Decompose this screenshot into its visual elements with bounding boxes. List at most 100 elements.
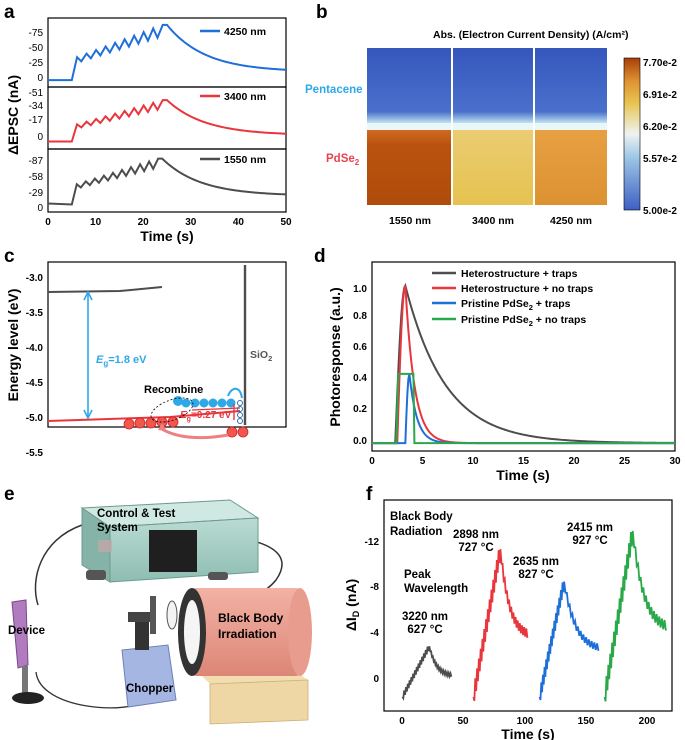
b-divider <box>533 48 535 205</box>
a-xtick: 30 <box>185 217 197 228</box>
f-ann-temp: 827 °C <box>518 569 553 581</box>
c-gap-arrowheads <box>83 290 93 420</box>
f-series-727 <box>472 549 529 702</box>
d-xtick: 20 <box>568 456 580 467</box>
c-hole-arrow <box>159 426 229 440</box>
electron <box>190 398 200 408</box>
panel-a-label: a <box>4 2 15 23</box>
f-ann-wl: 3220 nm <box>402 611 448 623</box>
e-control-label2: System <box>97 522 138 534</box>
hole <box>226 426 238 438</box>
e-device-body <box>11 599 29 669</box>
f-frame <box>383 499 673 712</box>
e-control-indicator <box>98 540 112 552</box>
d-legend-label: Pristine PdSe2 + no traps <box>461 314 586 328</box>
panel-e-label: e <box>4 484 15 505</box>
b-col-1550: 1550 nm <box>389 215 431 227</box>
e-control-display <box>149 530 197 572</box>
c-pdse2-cb <box>191 407 241 411</box>
panel-c-label: c <box>4 246 15 267</box>
e-device-label: Device <box>8 625 45 637</box>
b-cbar-tick: 5.57e-2 <box>643 154 677 165</box>
c-eg1: Eg=1.8 eV <box>96 354 147 368</box>
c-ytick: -3.5 <box>26 308 44 319</box>
e-stand <box>209 679 309 725</box>
electron <box>181 398 191 408</box>
f-xtick: 0 <box>399 716 405 727</box>
e-cylinder-aperture <box>184 600 200 664</box>
c-recombine: Recombine <box>144 384 203 396</box>
electron <box>226 398 236 408</box>
d-legend-label: Heterostructure + no traps <box>461 283 593 295</box>
f-ytick: 0 <box>373 674 379 685</box>
electron <box>173 396 183 406</box>
c-electrons <box>173 396 236 408</box>
electron <box>208 398 218 408</box>
f-ytick: -8 <box>370 582 379 593</box>
d-xtick: 30 <box>669 456 681 467</box>
d-legend: Heterostructure + traps Heterostructure … <box>432 268 593 328</box>
legend-3400-label: 3400 nm <box>224 91 266 103</box>
b-interface <box>367 123 607 130</box>
d-legend-label: Heterostructure + traps <box>461 268 578 280</box>
a-ytick: -29 <box>29 188 44 199</box>
b-divider <box>451 48 453 205</box>
hole <box>145 417 157 429</box>
e-control-label1: Control & Test <box>97 508 176 520</box>
e-chopper-label: Chopper <box>126 683 174 695</box>
c-hole-arrowhead <box>158 423 167 431</box>
e-chopper-blade <box>150 596 156 634</box>
a-ytick: -17 <box>29 115 44 126</box>
a-ytick: -87 <box>29 156 44 167</box>
f-ytick: -12 <box>365 537 380 548</box>
c-homo-line <box>47 410 241 422</box>
panel-a-plot: 4250 nm 3400 nm 1550 nm -75 -50 -25 0 -5… <box>5 17 292 244</box>
b-cbar-tick: 7.70e-2 <box>643 58 677 69</box>
c-eg2: Eg=0.27 eV <box>180 410 232 423</box>
f-ann-wl: 2635 nm <box>513 556 559 568</box>
hole <box>123 418 135 430</box>
d-ytick: 0.2 <box>353 404 367 415</box>
b-cell-pentacene-1550 <box>367 48 451 123</box>
a-ytick: -51 <box>29 88 44 99</box>
d-legend-label: Pristine PdSe2 + traps <box>461 298 571 312</box>
legend-4250-label: 4250 nm <box>224 26 266 38</box>
f-series-827 <box>538 581 600 701</box>
a-xtick: 10 <box>90 217 102 228</box>
a-series-4250 <box>48 23 287 82</box>
a-ytick: 0 <box>37 203 43 214</box>
b-title: Abs. (Electron Current Density) (A/cm²) <box>433 29 628 41</box>
trap <box>237 400 243 406</box>
trap <box>237 418 243 424</box>
b-layer-pdse2: PdSe2 <box>326 153 360 167</box>
e-schematic <box>11 499 312 725</box>
panel-f-label: f <box>366 484 373 505</box>
b-colorbar <box>623 57 641 211</box>
a-xtick: 40 <box>233 217 245 228</box>
d-ylabel: Photoresponse (a.u.) <box>327 287 343 426</box>
d-xtick: 10 <box>467 456 479 467</box>
c-ytick: -4.5 <box>26 378 44 389</box>
e-foot <box>86 570 106 580</box>
e-irradiation-label1: Black Body <box>218 611 284 625</box>
d-series-pristine-traps <box>372 373 675 445</box>
f-ytick: -4 <box>370 628 379 639</box>
c-ytick: -5.5 <box>26 448 44 459</box>
a-ylabel: ΔEPSC (nA) <box>5 75 21 155</box>
a-xtick: 0 <box>45 217 51 228</box>
d-series-pristine-notraps <box>372 372 675 445</box>
f-peak-1: Peak <box>404 569 431 581</box>
hole <box>167 416 179 428</box>
a-ytick: -25 <box>29 58 44 69</box>
e-cable <box>34 524 83 606</box>
hole <box>134 417 146 429</box>
legend-1550-label: 1550 nm <box>224 154 266 166</box>
b-col-3400: 3400 nm <box>472 215 514 227</box>
e-irradiation-cylinder <box>192 588 300 676</box>
f-xlabel: Time (s) <box>501 726 554 740</box>
b-cell-pentacene-4250 <box>535 48 607 123</box>
b-heatmap <box>367 48 607 205</box>
a-xtick: 20 <box>138 217 150 228</box>
e-chopper-motor <box>128 612 156 622</box>
